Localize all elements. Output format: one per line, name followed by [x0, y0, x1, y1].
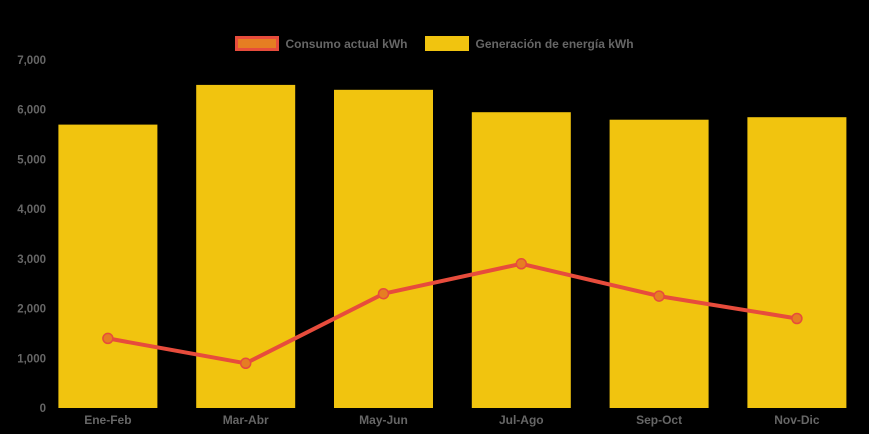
legend-item-consumo[interactable]: Consumo actual kWh	[235, 36, 407, 51]
x-axis-tick-label: Ene-Feb	[84, 413, 131, 427]
consumo-point	[102, 332, 114, 345]
consumo-point	[515, 258, 528, 270]
y-axis-tick-label: 3,000	[17, 254, 46, 266]
y-axis-tick-label: 0	[40, 403, 46, 415]
consumo-point	[653, 290, 665, 302]
consumo-line	[105, 261, 799, 366]
y-axis-tick-label: 6,000	[17, 105, 46, 117]
y-axis-tick-label: 5,000	[17, 154, 46, 166]
generacion-bar	[196, 84, 296, 409]
generacion-bar	[747, 117, 847, 408]
consumo-point	[377, 287, 390, 300]
x-axis-tick-label: May-Jun	[359, 413, 408, 427]
y-axis-tick-label: 4,000	[17, 204, 46, 216]
consumo-legend-swatch-icon	[235, 36, 280, 51]
x-axis-tick-label: Mar-Abr	[223, 413, 269, 427]
legend-item-generacion[interactable]: Generación de energía kWh	[425, 36, 634, 51]
generacion-legend-swatch-icon	[425, 36, 470, 51]
y-axis-tick-label: 2,000	[17, 304, 46, 316]
x-axis-tick-label: Jul-Ago	[499, 413, 544, 427]
x-axis-tick-label: Nov-Dic	[774, 413, 820, 427]
y-axis-tick-label: 7,000	[17, 55, 46, 67]
consumo-point	[791, 312, 803, 325]
chart-legend: Consumo actual kWh Generación de energía…	[0, 36, 869, 51]
generacion-bar	[334, 89, 433, 409]
consumo-point	[239, 357, 252, 370]
consumo-legend-label: Consumo actual kWh	[285, 36, 408, 51]
x-axis-tick-label: Sep-Oct	[636, 413, 682, 427]
generacion-bar	[58, 124, 158, 408]
generacion-legend-label: Generación de energía kWh	[475, 36, 634, 51]
generacion-bar	[609, 119, 709, 408]
y-axis-tick-label: 1,000	[17, 353, 46, 365]
